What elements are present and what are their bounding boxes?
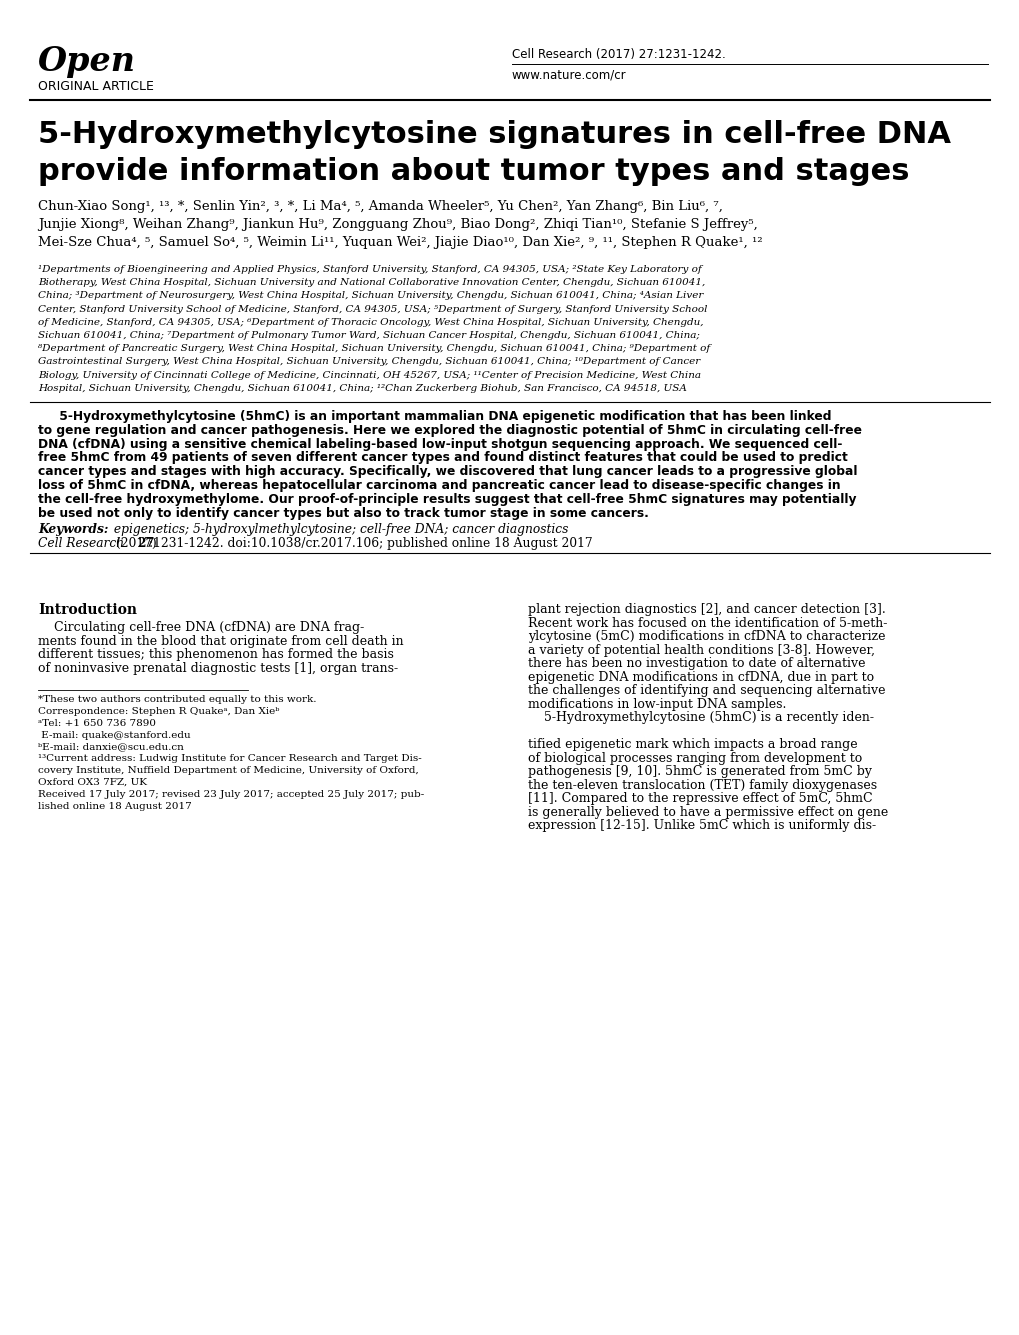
Text: Recent work has focused on the identification of 5-meth-: Recent work has focused on the identific…: [528, 617, 887, 630]
Text: Junjie Xiong⁸, Weihan Zhang⁹, Jiankun Hu⁹, Zongguang Zhou⁹, Biao Dong², Zhiqi Ti: Junjie Xiong⁸, Weihan Zhang⁹, Jiankun Hu…: [38, 218, 757, 231]
Text: ORIGINAL ARTICLE: ORIGINAL ARTICLE: [38, 80, 154, 93]
Text: of noninvasive prenatal diagnostic tests [1], organ trans-: of noninvasive prenatal diagnostic tests…: [38, 662, 397, 676]
Text: to gene regulation and cancer pathogenesis. Here we explored the diagnostic pote: to gene regulation and cancer pathogenes…: [38, 423, 861, 437]
Text: (2017): (2017): [112, 538, 160, 550]
Text: Received 17 July 2017; revised 23 July 2017; accepted 25 July 2017; pub-: Received 17 July 2017; revised 23 July 2…: [38, 790, 424, 798]
Text: epigenetic DNA modifications in cfDNA, due in part to: epigenetic DNA modifications in cfDNA, d…: [528, 672, 873, 684]
Text: *These two authors contributed equally to this work.: *These two authors contributed equally t…: [38, 696, 316, 705]
Text: there has been no investigation to date of alternative: there has been no investigation to date …: [528, 657, 865, 670]
Text: Biology, University of Cincinnati College of Medicine, Cincinnati, OH 45267, USA: Biology, University of Cincinnati Colleg…: [38, 371, 700, 379]
Text: ylcytosine (5mC) modifications in cfDNA to characterize: ylcytosine (5mC) modifications in cfDNA …: [528, 630, 884, 643]
Text: E-mail: quake@stanford.edu: E-mail: quake@stanford.edu: [38, 730, 191, 740]
Text: ¹³Current address: Ludwig Institute for Cancer Research and Target Dis-: ¹³Current address: Ludwig Institute for …: [38, 754, 421, 764]
Text: free 5hmC from 49 patients of seven different cancer types and found distinct fe: free 5hmC from 49 patients of seven diff…: [38, 451, 847, 465]
Text: a variety of potential health conditions [3-8]. However,: a variety of potential health conditions…: [528, 643, 874, 657]
Text: ᵃTel: +1 650 736 7890: ᵃTel: +1 650 736 7890: [38, 720, 156, 728]
Text: Center, Stanford University School of Medicine, Stanford, CA 94305, USA; ⁵Depart: Center, Stanford University School of Me…: [38, 304, 707, 314]
Text: [11]. Compared to the repressive effect of 5mC, 5hmC: [11]. Compared to the repressive effect …: [528, 793, 872, 805]
Text: China; ³Department of Neurosurgery, West China Hospital, Sichuan University, Che: China; ³Department of Neurosurgery, West…: [38, 291, 703, 300]
Text: pathogenesis [9, 10]. 5hmC is generated from 5mC by: pathogenesis [9, 10]. 5hmC is generated …: [528, 765, 871, 778]
Text: :1231-1242. doi:10.1038/cr.2017.106; published online 18 August 2017: :1231-1242. doi:10.1038/cr.2017.106; pub…: [149, 538, 592, 550]
Text: 27: 27: [137, 538, 154, 550]
Text: Biotherapy, West China Hospital, Sichuan University and National Collaborative I: Biotherapy, West China Hospital, Sichuan…: [38, 278, 704, 287]
Text: www.nature.com/cr: www.nature.com/cr: [512, 68, 626, 81]
Text: plant rejection diagnostics [2], and cancer detection [3].: plant rejection diagnostics [2], and can…: [528, 603, 884, 617]
Text: ¹Departments of Bioengineering and Applied Physics, Stanford University, Stanfor: ¹Departments of Bioengineering and Appli…: [38, 266, 701, 274]
Text: the cell-free hydroxymethylome. Our proof-of-principle results suggest that cell: the cell-free hydroxymethylome. Our proo…: [38, 493, 856, 506]
Text: Oxford OX3 7FZ, UK: Oxford OX3 7FZ, UK: [38, 778, 147, 788]
Text: Cell Research: Cell Research: [38, 538, 124, 550]
Text: provide information about tumor types and stages: provide information about tumor types an…: [38, 158, 909, 186]
Text: Introduction: Introduction: [38, 603, 137, 617]
Text: ments found in the blood that originate from cell death in: ments found in the blood that originate …: [38, 635, 404, 647]
Text: epigenetics; 5-hydroxylmethylcytosine; cell-free DNA; cancer diagnostics: epigenetics; 5-hydroxylmethylcytosine; c…: [110, 523, 568, 537]
Text: Correspondence: Stephen R Quakeᵃ, Dan Xieᵇ: Correspondence: Stephen R Quakeᵃ, Dan Xi…: [38, 708, 279, 716]
Text: ᵇE-mail: danxie@scu.edu.cn: ᵇE-mail: danxie@scu.edu.cn: [38, 742, 183, 752]
Text: tified epigenetic mark which impacts a broad range: tified epigenetic mark which impacts a b…: [528, 738, 857, 752]
Text: the challenges of identifying and sequencing alternative: the challenges of identifying and sequen…: [528, 685, 884, 697]
Text: the ten-eleven translocation (TET) family dioxygenases: the ten-eleven translocation (TET) famil…: [528, 778, 876, 792]
Text: Hospital, Sichuan University, Chengdu, Sichuan 610041, China; ¹²Chan Zuckerberg : Hospital, Sichuan University, Chengdu, S…: [38, 383, 686, 392]
Text: 5-Hydroxymethylcytosine (5hmC) is a recently iden-: 5-Hydroxymethylcytosine (5hmC) is a rece…: [528, 712, 873, 725]
Text: modifications in low-input DNA samples.: modifications in low-input DNA samples.: [528, 698, 786, 712]
Text: different tissues; this phenomenon has formed the basis: different tissues; this phenomenon has f…: [38, 649, 393, 661]
Text: Gastrointestinal Surgery, West China Hospital, Sichuan University, Chengdu, Sich: Gastrointestinal Surgery, West China Hos…: [38, 358, 700, 366]
Text: expression [12-15]. Unlike 5mC which is uniformly dis-: expression [12-15]. Unlike 5mC which is …: [528, 820, 875, 833]
Text: Sichuan 610041, China; ⁷Department of Pulmonary Tumor Ward, Sichuan Cancer Hospi: Sichuan 610041, China; ⁷Department of Pu…: [38, 331, 699, 340]
Text: Keywords:: Keywords:: [38, 523, 108, 537]
Text: Mei-Sze Chua⁴, ⁵, Samuel So⁴, ⁵, Weimin Li¹¹, Yuquan Wei², Jiajie Diao¹⁰, Dan Xi: Mei-Sze Chua⁴, ⁵, Samuel So⁴, ⁵, Weimin …: [38, 236, 762, 250]
Text: 5-Hydroxymethylcytosine signatures in cell-free DNA: 5-Hydroxymethylcytosine signatures in ce…: [38, 120, 950, 150]
Text: covery Institute, Nuffield Department of Medicine, University of Oxford,: covery Institute, Nuffield Department of…: [38, 766, 419, 776]
Text: loss of 5hmC in cfDNA, whereas hepatocellular carcinoma and pancreatic cancer le: loss of 5hmC in cfDNA, whereas hepatocel…: [38, 479, 840, 493]
Text: Open: Open: [38, 45, 136, 77]
Text: of Medicine, Stanford, CA 94305, USA; ⁶Department of Thoracic Oncology, West Chi: of Medicine, Stanford, CA 94305, USA; ⁶D…: [38, 318, 703, 327]
Text: be used not only to identify cancer types but also to track tumor stage in some : be used not only to identify cancer type…: [38, 506, 648, 519]
Text: ⁸Department of Pancreatic Surgery, West China Hospital, Sichuan University, Chen: ⁸Department of Pancreatic Surgery, West …: [38, 344, 709, 354]
Text: Cell Research (2017) 27:1231-1242.: Cell Research (2017) 27:1231-1242.: [512, 48, 726, 61]
Text: Circulating cell-free DNA (cfDNA) are DNA frag-: Circulating cell-free DNA (cfDNA) are DN…: [38, 621, 364, 634]
Text: 5-Hydroxymethylcytosine (5hmC) is an important mammalian DNA epigenetic modifica: 5-Hydroxymethylcytosine (5hmC) is an imp…: [38, 410, 830, 423]
Text: is generally believed to have a permissive effect on gene: is generally believed to have a permissi…: [528, 806, 888, 818]
Text: lished online 18 August 2017: lished online 18 August 2017: [38, 801, 192, 810]
Text: cancer types and stages with high accuracy. Specifically, we discovered that lun: cancer types and stages with high accura…: [38, 465, 857, 478]
Text: Chun-Xiao Song¹, ¹³, *, Senlin Yin², ³, *, Li Ma⁴, ⁵, Amanda Wheeler⁵, Yu Chen²,: Chun-Xiao Song¹, ¹³, *, Senlin Yin², ³, …: [38, 200, 722, 214]
Text: DNA (cfDNA) using a sensitive chemical labeling-based low-input shotgun sequenci: DNA (cfDNA) using a sensitive chemical l…: [38, 438, 842, 451]
Text: of biological processes ranging from development to: of biological processes ranging from dev…: [528, 752, 861, 765]
